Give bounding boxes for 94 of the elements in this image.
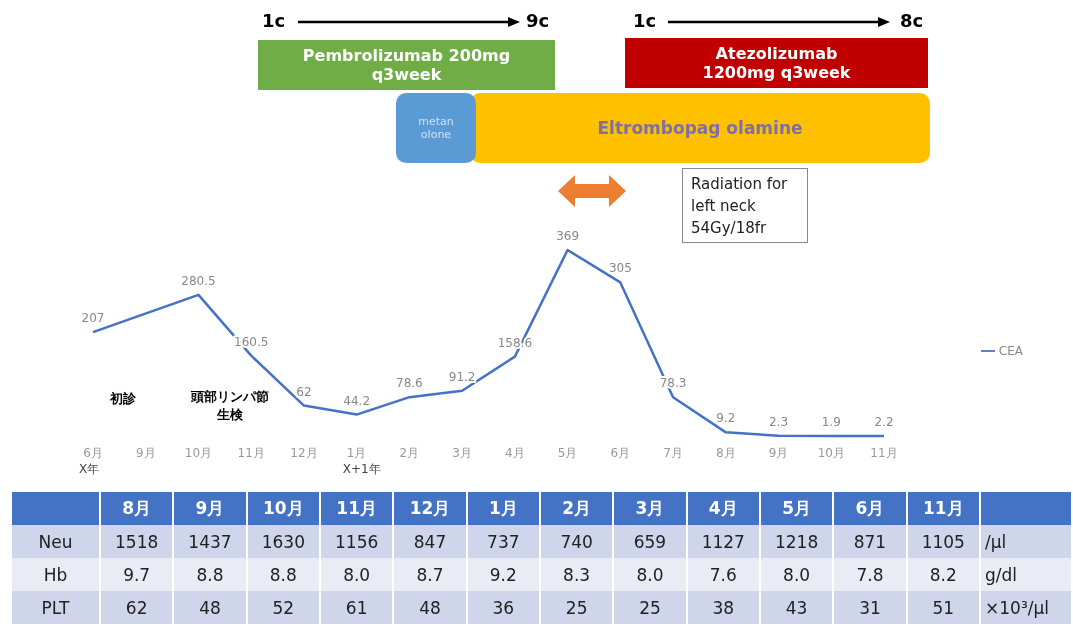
data-label: 25 [613, 591, 687, 624]
x-tick-label: 3月 [613, 492, 687, 525]
x-tick-label: 11月 [319, 492, 394, 525]
data-label: 1437 [173, 525, 247, 558]
data-label: 91.2 [448, 369, 476, 384]
x-tick-label: 10月 [817, 446, 845, 460]
data-label: 369 [556, 229, 580, 243]
data-label: 1630 [246, 525, 320, 558]
x-tick-label: 8月 [715, 446, 736, 460]
y-tick-label: PLT [12, 591, 100, 624]
y2-tick-label: /μl [980, 525, 1072, 558]
data-label: 44.2 [343, 393, 371, 408]
text: Radiation for left neck 54Gy/18fr [682, 168, 808, 243]
data-label: 1156 [319, 525, 394, 558]
text: metan olone [396, 93, 476, 163]
y2-tick-label: g/dl [980, 558, 1072, 591]
data-label: 52 [246, 591, 320, 624]
x-tick-label: 9月 [768, 446, 789, 460]
data-label: 78.6 [396, 376, 423, 391]
data-label: 2.2 [874, 414, 894, 429]
data-label: 36 [466, 591, 540, 624]
data-label: 8.8 [246, 558, 320, 591]
text: 1c [262, 10, 286, 31]
x-tick-label: 4月 [505, 446, 525, 460]
x-tick-label: 2月 [399, 446, 420, 460]
x-tick-label: 9月 [135, 446, 156, 460]
data-label: 25 [539, 591, 614, 624]
y-tick-label: Neu [12, 525, 100, 558]
data-label: 8.0 [319, 558, 394, 591]
legend-label: CEA [998, 343, 1023, 358]
data-label: 305 [608, 261, 632, 276]
x-tick-label: 11月 [237, 446, 265, 460]
data-label: 1218 [759, 525, 834, 558]
text: Pembrolizumab 200mg q3week [258, 40, 555, 90]
x-tick-label: 10月 [246, 492, 320, 525]
x-tick-label: 10月 [184, 446, 213, 460]
data-label: 7.8 [833, 558, 907, 591]
x-tick-label: 6月 [833, 492, 907, 525]
x-tick-label: 6月 X年 [79, 446, 103, 476]
data-label: 43 [759, 591, 834, 624]
data-label: 659 [613, 525, 687, 558]
text: 8c [900, 10, 924, 31]
data-label: 2.3 [768, 414, 789, 429]
data-label: 207 [81, 311, 105, 326]
x-tick-label: 1月 [466, 492, 540, 525]
data-label: 737 [466, 525, 540, 558]
data-label: 48 [393, 591, 467, 624]
y2-tick-label: ×10³/μl [980, 591, 1072, 624]
text: Atezolizumab 1200mg q3week [625, 38, 928, 88]
x-tick-label: 11月 [870, 446, 898, 460]
data-label: 847 [393, 525, 467, 558]
y-tick-label: Hb [12, 558, 100, 591]
x-tick-label: 12月 [393, 492, 467, 525]
data-label: 48 [173, 591, 247, 624]
data-label: 9.2 [466, 558, 540, 591]
data-label: 8.3 [539, 558, 614, 591]
x-tick-label: 5月 [557, 446, 578, 460]
data-label: 8.7 [393, 558, 467, 591]
data-label: 38 [686, 591, 760, 624]
x-tick-label: 7月 [663, 446, 683, 460]
annotation: 頭部リンパ節生検 [190, 388, 270, 424]
data-label: 7.6 [686, 558, 760, 591]
data-label: 740 [539, 525, 614, 558]
data-label: 8.0 [613, 558, 687, 591]
data-label: 9.7 [100, 558, 174, 591]
data-label: 8.0 [759, 558, 834, 591]
x-tick-label: 4月 [686, 492, 760, 525]
data-label: 61 [319, 591, 394, 624]
x-tick-label: 2月 [539, 492, 614, 525]
data-label: 1518 [100, 525, 174, 558]
data-label: 871 [833, 525, 907, 558]
data-label: 51 [906, 591, 980, 624]
text: 1c [633, 10, 657, 31]
x-tick-label: 6月 [610, 446, 631, 460]
x-tick-label: 11月 [906, 492, 980, 525]
text: 9c [526, 10, 550, 31]
data-label: 1127 [686, 525, 760, 558]
x-tick-label: 3月 [452, 446, 472, 460]
x-tick-label: 5月 [759, 492, 834, 525]
data-label: 280.5 [181, 273, 216, 288]
x-tick-label: 9月 [173, 492, 247, 525]
x-tick-label: 8月 [100, 492, 174, 525]
x-tick-label: 12月 [290, 446, 318, 460]
x-tick-label: 1月 X+1年 [342, 446, 381, 476]
data-label: 1105 [906, 525, 980, 558]
data-label: 1.9 [821, 415, 841, 430]
annotation: 初診 [110, 390, 136, 408]
data-label: 62 [100, 591, 174, 624]
data-label: 8.8 [173, 558, 247, 591]
data-label: 8.2 [906, 558, 980, 591]
text: Eltrombopag olamine [470, 93, 930, 163]
data-label: 62 [296, 384, 312, 399]
data-label: 9.2 [716, 411, 736, 426]
data-label: 31 [833, 591, 907, 624]
